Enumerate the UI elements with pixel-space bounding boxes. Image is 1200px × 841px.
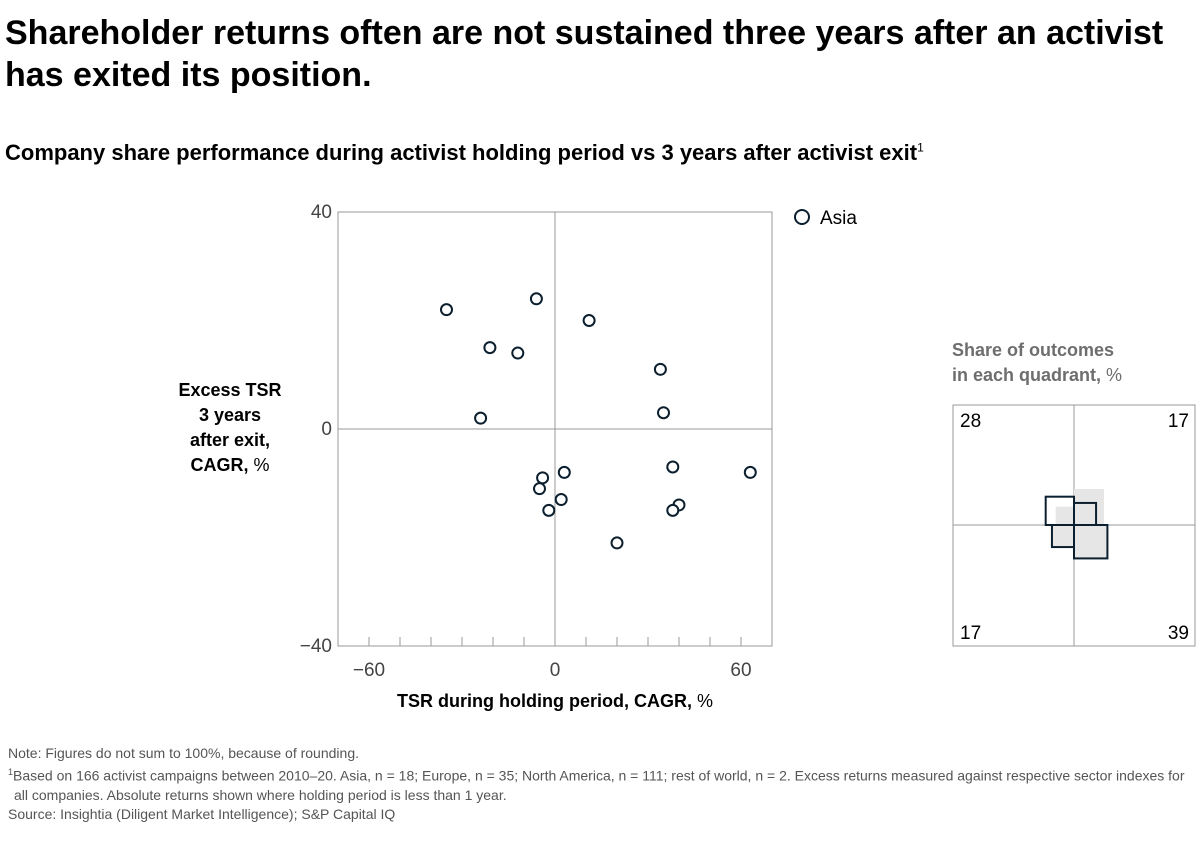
footnotes: Note: Figures do not sum to 100%, becaus… [8, 744, 1193, 824]
chart-title-text: Company share performance during activis… [5, 140, 918, 165]
x-axis-label-text: TSR during holding period, CAGR, [396, 691, 692, 711]
x-axis-label: TSR during holding period, CAGR, % [337, 691, 773, 712]
data-point [511, 346, 525, 360]
footnote-1: 1Based on 166 activist campaigns between… [8, 763, 1193, 805]
y-tick-label: 40 [311, 202, 332, 223]
y-axis-label-line-1: Excess TSR [178, 380, 282, 400]
data-point [529, 292, 543, 306]
data-point [536, 471, 550, 485]
headline: Shareholder returns often are not sustai… [5, 14, 1164, 94]
data-point [554, 493, 568, 507]
footnote-1-text: Based on 166 activist campaigns between … [13, 767, 1185, 803]
inset-title-line-1: Share of outcomes [952, 340, 1115, 360]
chart-title: Company share performance during activis… [5, 140, 924, 166]
y-axis-label: Excess TSR 3 years after exit, CAGR, % [150, 378, 310, 478]
inset-label-bottom-right: 39 [1168, 623, 1189, 644]
inset-label-bottom-left: 17 [960, 623, 981, 644]
x-tick-label: 60 [730, 660, 751, 681]
y-axis-unit: % [253, 455, 270, 475]
x-tick-label: −60 [353, 660, 385, 681]
data-point [653, 362, 667, 376]
data-point [666, 460, 680, 474]
x-axis-unit: % [696, 691, 713, 711]
data-point [542, 503, 556, 517]
chart-title-footnote-marker: 1 [917, 140, 924, 155]
data-point [557, 465, 571, 479]
legend-marker [794, 209, 810, 225]
note-text: Note: Figures do not sum to 100%, becaus… [8, 745, 359, 761]
inset-title: Share of outcomes in each quadrant, % [952, 338, 1122, 388]
inset-title-line-2: in each quadrant, [952, 365, 1102, 385]
y-tick-label: −40 [300, 636, 332, 657]
inset-label-top-right: 17 [1168, 411, 1189, 432]
inset-label-top-left: 28 [960, 411, 981, 432]
data-point [483, 341, 497, 355]
data-point [582, 314, 596, 327]
inset-fill-bottom-right [1074, 525, 1108, 559]
source-text: Source: Insightia (Diligent Market Intel… [8, 805, 396, 822]
legend-label: Asia [820, 208, 857, 229]
data-point [657, 406, 670, 420]
y-axis-label-line-4: CAGR, [190, 455, 249, 475]
data-point [533, 482, 546, 496]
data-point [743, 465, 757, 479]
y-axis-label-line-2: 3 years [198, 405, 262, 425]
inset-title-unit: % [1106, 365, 1123, 385]
quadrant-inset: 28 17 17 39 [952, 404, 1196, 647]
inset-fill-top-right [1074, 488, 1105, 525]
footnote-marker: 1 [8, 767, 14, 777]
data-point [474, 411, 488, 425]
plot-area: −60 0 60 40 0 −40 Asia [300, 202, 858, 681]
y-tick-label: 0 [321, 419, 332, 440]
data-point [610, 536, 624, 550]
x-tick-label: 0 [550, 660, 561, 681]
inset-outline-bottom-right [1073, 524, 1109, 560]
data-point [440, 303, 453, 317]
inset-fill-bottom-left [1051, 525, 1074, 548]
y-axis-label-line-3: after exit, [189, 430, 271, 450]
data-point [666, 503, 680, 517]
